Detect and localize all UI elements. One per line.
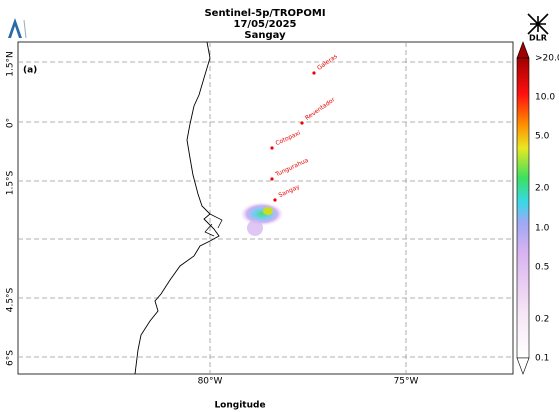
map: Galeras Reventador Cotopaxi Tungurahua S…: [17, 41, 514, 375]
title-line: Sangay: [244, 30, 286, 41]
colorbar-label: 1.0: [535, 224, 550, 234]
panel-label: (a): [23, 66, 37, 76]
dlr-logo: [527, 13, 549, 35]
colorbar-label: 0.1: [535, 354, 549, 364]
colorbar: [516, 41, 530, 375]
colorbar-label: >20.0: [535, 54, 559, 64]
y-tick-label: 1.5°S: [6, 170, 16, 195]
title-line: 17/05/2025: [234, 19, 297, 30]
y-tick-label: 4.5°S: [6, 287, 16, 312]
left-logo: [8, 18, 27, 39]
colorbar-label: 10.0: [535, 93, 555, 103]
y-tick-label: 1.5°N: [6, 51, 16, 77]
x-tick-label: 80°W: [198, 377, 223, 387]
title-line: Sentinel-5p/TROPOMI: [204, 8, 325, 19]
y-tick-label: 0°: [6, 118, 16, 128]
colorbar-label: 0.2: [535, 315, 549, 325]
y-tick-label: 6°S: [6, 350, 16, 366]
colorbar-label: 0.5: [535, 263, 549, 273]
colorbar-label: 2.0: [535, 184, 550, 194]
x-tick-label: 75°W: [394, 377, 419, 387]
x-axis-label: Longitude: [214, 401, 265, 411]
dlr-text: DLR: [529, 34, 547, 43]
colorbar-label: 5.0: [535, 132, 550, 142]
